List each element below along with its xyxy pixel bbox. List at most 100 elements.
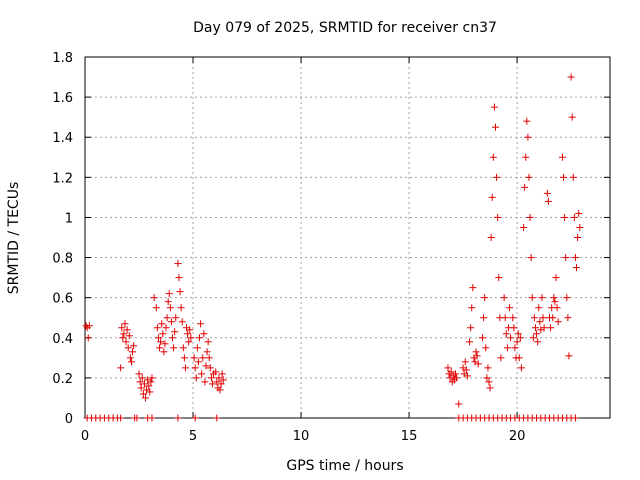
data-point xyxy=(543,189,551,197)
data-point xyxy=(181,364,189,372)
data-point xyxy=(513,338,521,346)
data-point xyxy=(514,330,522,338)
data-point-zero xyxy=(571,414,579,422)
data-point xyxy=(177,304,185,312)
data-point xyxy=(495,274,503,282)
data-point xyxy=(203,348,211,356)
data-point xyxy=(172,314,180,322)
data-point xyxy=(121,320,129,328)
data-point xyxy=(536,318,544,326)
data-point xyxy=(472,348,480,356)
data-point xyxy=(538,294,546,302)
data-point xyxy=(140,380,148,388)
y-tick-label: 0.4 xyxy=(52,332,73,347)
data-point xyxy=(145,382,153,390)
data-point-zero xyxy=(133,414,141,422)
data-point xyxy=(558,153,566,161)
data-point xyxy=(549,314,557,322)
data-point xyxy=(190,354,198,362)
x-tick-label: 5 xyxy=(189,429,197,444)
data-point xyxy=(463,372,471,380)
data-point xyxy=(501,314,509,322)
data-point xyxy=(125,332,133,340)
data-point xyxy=(497,354,505,362)
data-point xyxy=(484,364,492,372)
data-point xyxy=(525,173,533,181)
data-point xyxy=(466,338,474,346)
data-point xyxy=(565,352,573,360)
data-point xyxy=(192,374,200,382)
data-point xyxy=(207,374,215,382)
data-point xyxy=(135,370,143,378)
data-point xyxy=(178,318,186,326)
x-tick-label: 15 xyxy=(401,429,418,444)
y-tick-label: 1.4 xyxy=(52,131,73,146)
data-point xyxy=(522,153,530,161)
data-point xyxy=(529,334,537,342)
data-point xyxy=(550,294,558,302)
data-point xyxy=(544,197,552,205)
data-point xyxy=(539,314,547,322)
data-point xyxy=(486,384,494,392)
data-point xyxy=(176,288,184,296)
y-tick-label: 1 xyxy=(65,211,73,226)
data-point-zero xyxy=(117,414,125,422)
data-point xyxy=(474,360,482,368)
data-point xyxy=(213,378,221,386)
data-point xyxy=(533,330,541,338)
data-point xyxy=(462,366,470,374)
data-point xyxy=(489,153,497,161)
data-point xyxy=(517,364,525,372)
data-point xyxy=(568,113,576,121)
data-point xyxy=(216,386,224,394)
data-point xyxy=(118,324,126,332)
data-point xyxy=(194,358,202,366)
data-point xyxy=(561,213,569,221)
data-point xyxy=(126,354,134,362)
data-point xyxy=(534,338,542,346)
data-point xyxy=(147,378,155,386)
data-point xyxy=(146,388,154,396)
data-point xyxy=(202,362,210,370)
data-point xyxy=(453,374,461,382)
plot-frame xyxy=(84,56,611,419)
data-point xyxy=(148,374,156,382)
data-point xyxy=(487,234,495,241)
data-point xyxy=(516,334,524,342)
data-point xyxy=(563,294,571,302)
data-point xyxy=(180,354,188,362)
data-point xyxy=(531,324,539,332)
data-point xyxy=(164,298,172,306)
grid-lines xyxy=(85,57,610,418)
data-point xyxy=(490,103,498,111)
y-tick-label: 0.6 xyxy=(52,292,73,307)
data-point xyxy=(117,364,125,372)
data-point xyxy=(520,223,528,231)
y-tick-label: 0.8 xyxy=(52,252,73,267)
data-point xyxy=(509,314,517,322)
data-point xyxy=(452,370,460,378)
data-point xyxy=(186,326,194,334)
data-point xyxy=(123,326,131,334)
data-point xyxy=(205,354,213,362)
data-point-zero xyxy=(213,414,221,422)
data-point xyxy=(481,294,489,302)
data-point xyxy=(502,330,510,338)
data-point xyxy=(560,173,568,181)
data-point xyxy=(482,344,490,352)
data-point xyxy=(510,324,518,332)
data-point xyxy=(468,304,476,312)
data-point xyxy=(154,334,162,342)
data-point xyxy=(530,314,538,322)
data-point xyxy=(571,254,579,262)
data-point xyxy=(217,380,225,388)
data-point xyxy=(552,274,560,282)
data-point xyxy=(191,364,199,372)
data-point xyxy=(193,344,201,352)
data-point xyxy=(500,294,508,302)
data-point xyxy=(547,324,555,332)
data-point xyxy=(160,348,168,356)
data-point-zero xyxy=(174,414,182,422)
data-point xyxy=(455,400,463,408)
data-point xyxy=(218,370,226,378)
